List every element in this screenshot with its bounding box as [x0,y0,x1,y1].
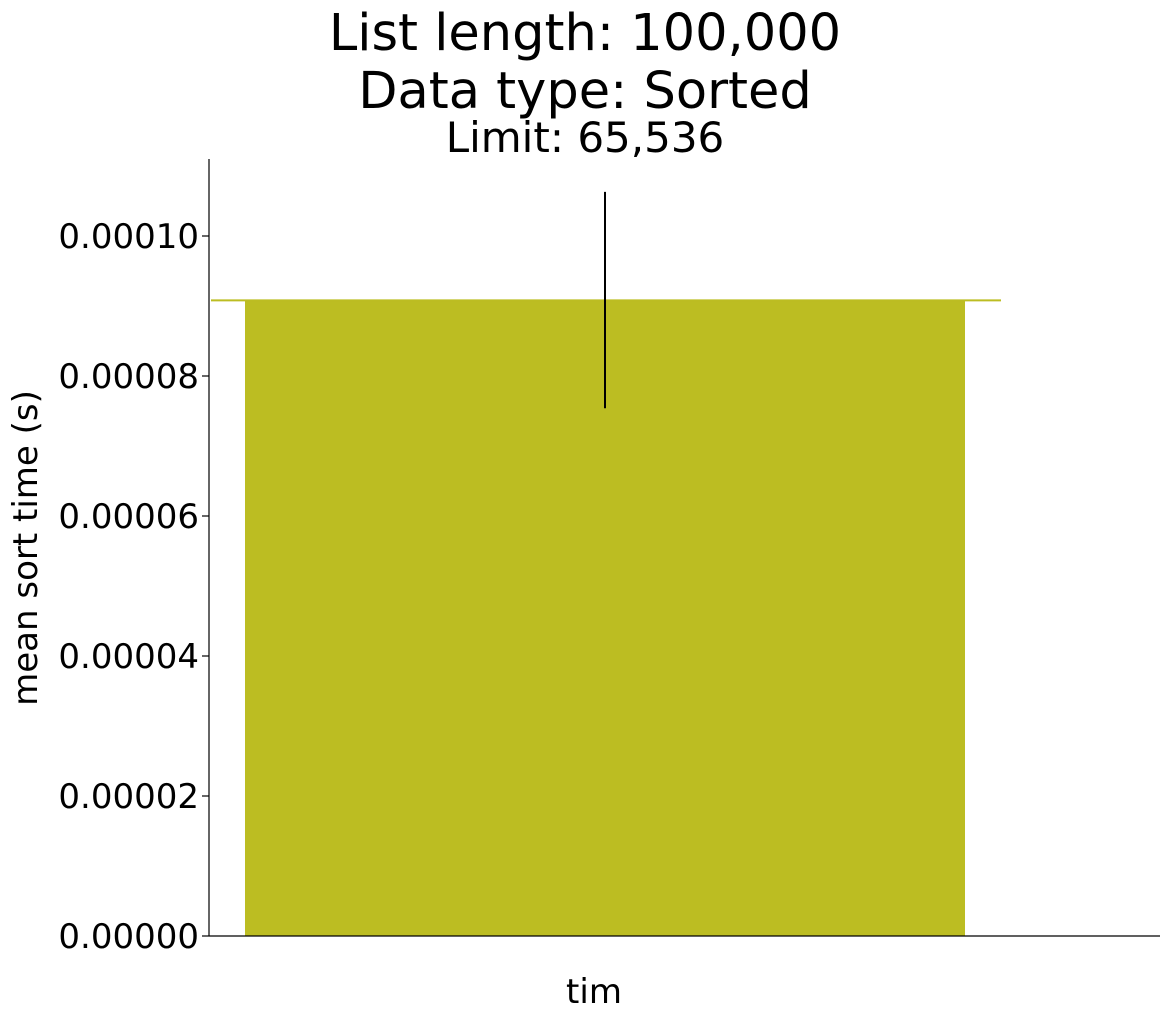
chart-title-line-1: List length: 100,000 [329,4,841,63]
y-axis-label: mean sort time (s) [6,390,46,706]
x-tick-label: tim [566,972,622,1012]
y-tick-label: 0.00000 [58,917,199,957]
y-tick-label: 0.00002 [58,777,199,817]
x-axis-ticks: tim [566,972,622,1012]
y-tick-label: 0.00010 [58,217,199,257]
chart-subtitle: Limit: 65,536 [446,113,725,162]
y-tick-label: 0.00006 [58,497,199,537]
y-tick-label: 0.00008 [58,357,199,397]
y-axis-ticks: 0.00000 0.00002 0.00004 0.00006 0.00008 0.000… [58,217,209,957]
plot-area [211,191,1001,936]
y-tick-label: 0.00004 [58,637,199,677]
chart-title-line-2: Data type: Sorted [358,62,812,121]
